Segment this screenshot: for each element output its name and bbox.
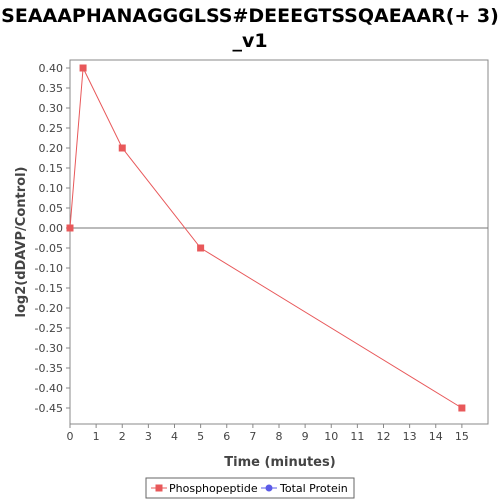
y-tick-label: 0.05 (39, 202, 64, 215)
y-tick-label: 0.25 (39, 122, 64, 135)
x-tick-label: 12 (377, 430, 391, 443)
x-axis: 0 1 2 3 4 5 6 7 8 9 10 11 12 13 14 15 (67, 424, 469, 443)
y-tick-label: -0.35 (35, 362, 63, 375)
y-tick-label: 0.10 (39, 182, 64, 195)
y-axis: 0.40 0.35 0.30 0.25 0.20 0.15 0.10 0.05 0.00 -0.0… (35, 62, 70, 415)
y-tick-label: -0.05 (35, 242, 63, 255)
x-tick-label: 5 (197, 430, 204, 443)
plot-area (69, 59, 489, 425)
y-tick-label: -0.20 (35, 302, 63, 315)
legend-box (145, 477, 355, 499)
y-tick-label: 0.40 (39, 62, 64, 75)
data-point (458, 404, 466, 412)
x-tick-label: 13 (403, 430, 417, 443)
legend: Phosphopeptide Total Protein (145, 477, 355, 499)
y-tick-label: 0.35 (39, 82, 64, 95)
data-point (79, 64, 87, 72)
x-tick-label: 4 (171, 430, 178, 443)
x-tick-label: 3 (145, 430, 152, 443)
y-tick-label: 0.30 (39, 102, 64, 115)
x-tick-label: 15 (455, 430, 469, 443)
legend-total-label: Total Protein (279, 482, 348, 495)
x-tick-label: 10 (324, 430, 338, 443)
x-tick-label: 0 (67, 430, 74, 443)
x-tick-label: 9 (302, 430, 309, 443)
data-point (66, 224, 74, 232)
y-tick-label: 0.15 (39, 162, 64, 175)
data-point (118, 144, 126, 152)
x-tick-label: 1 (93, 430, 100, 443)
chart-title-line-1: SEAAAPHANAGGGLSS#DEEEGTSSQAEAAR(+ 3) (1, 5, 499, 27)
y-tick-label: -0.40 (35, 382, 63, 395)
y-tick-label: -0.45 (35, 402, 63, 415)
chart-title-line-2: _v1 (232, 30, 267, 52)
x-tick-label: 14 (429, 430, 443, 443)
x-tick-label: 11 (350, 430, 364, 443)
legend-total-marker (265, 484, 273, 492)
y-tick-label: 0.20 (39, 142, 64, 155)
x-tick-label: 6 (223, 430, 230, 443)
y-tick-label: -0.30 (35, 342, 63, 355)
y-tick-label: -0.10 (35, 262, 63, 275)
x-tick-label: 8 (276, 430, 283, 443)
x-tick-label: 7 (249, 430, 256, 443)
data-point (197, 244, 205, 252)
legend-phospho-marker (155, 484, 163, 492)
y-tick-label: -0.25 (35, 322, 63, 335)
series-layer (66, 64, 466, 412)
y-tick-label: -0.15 (35, 282, 63, 295)
x-axis-title: Time (minutes) (224, 455, 335, 470)
y-tick-label: 0.00 (39, 222, 64, 235)
legend-phospho-label: Phosphopeptide (169, 482, 258, 495)
x-tick-label: 2 (119, 430, 126, 443)
y-axis-title: log2(dDAVP/Control) (14, 167, 29, 318)
